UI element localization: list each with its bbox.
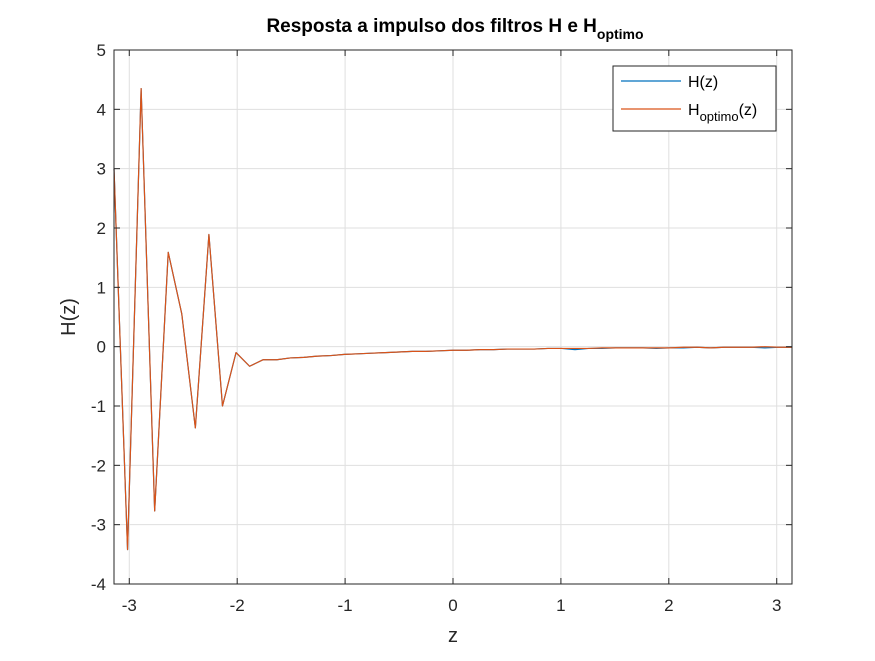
- y-tick-label: -3: [91, 516, 106, 535]
- x-tick-label: -2: [230, 596, 245, 615]
- y-tick-label: 3: [97, 160, 106, 179]
- legend-label-hoptimo: Hoptimo(z): [688, 102, 757, 124]
- chart-title: Resposta a impulso dos filtros H e Hopti…: [266, 16, 643, 42]
- y-tick-label: 1: [97, 278, 106, 297]
- x-tick-label: -1: [338, 596, 353, 615]
- y-tick-label: 4: [97, 100, 106, 119]
- legend-label-h: H(z): [688, 74, 718, 91]
- legend-label-h-main: H(z): [688, 74, 718, 91]
- y-tick-label: -1: [91, 397, 106, 416]
- legend-label-hoptimo-main: H: [688, 102, 700, 119]
- x-tick-label: 3: [772, 596, 781, 615]
- x-tick-label: 1: [556, 596, 565, 615]
- chart-title-main: Resposta a impulso dos filtros H e H: [266, 16, 596, 37]
- axis-ticks: -3 -2 -1 0 1 2 3 -4 -3 -2 -1 0 1 2 3 4 5: [91, 41, 792, 615]
- x-axis-label: z: [448, 625, 458, 647]
- x-tick-label: 0: [448, 596, 457, 615]
- series-line-hoptimo-z: [113, 87, 792, 551]
- series-lines: [113, 87, 792, 551]
- x-tick-label: 2: [664, 596, 673, 615]
- y-tick-label: -2: [91, 456, 106, 475]
- legend: H(z) Hoptimo(z): [612, 65, 777, 132]
- legend-label-hoptimo-subscript: optimo: [700, 109, 739, 124]
- legend-label-hoptimo-suffix: (z): [739, 102, 758, 119]
- y-tick-label: 2: [97, 219, 106, 238]
- y-axis-label: H(z): [58, 298, 80, 336]
- y-tick-label: 0: [97, 338, 106, 357]
- chart-title-subscript: optimo: [597, 26, 644, 42]
- y-tick-label: 5: [97, 41, 106, 60]
- x-tick-label: -3: [122, 596, 137, 615]
- y-tick-label: -4: [91, 575, 106, 594]
- legend-box: [612, 65, 777, 132]
